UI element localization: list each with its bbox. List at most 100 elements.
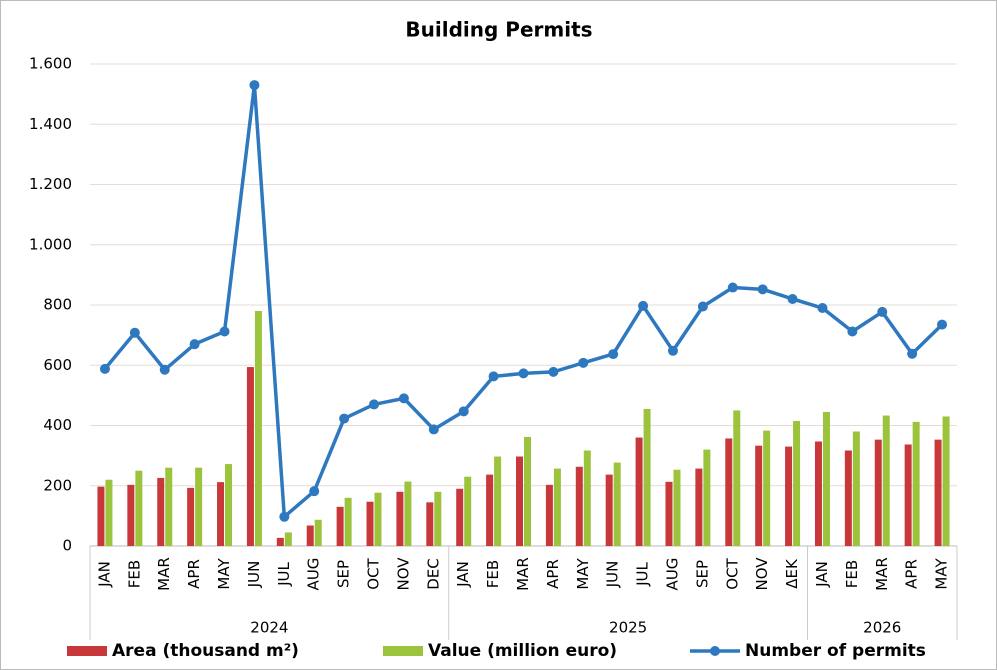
x-tick-label: AUG	[663, 558, 681, 591]
line-marker	[279, 511, 290, 522]
line-marker	[518, 368, 529, 379]
bar	[695, 468, 703, 546]
bar	[763, 430, 771, 546]
x-tick-label: OCT	[723, 557, 741, 589]
line-marker	[309, 486, 320, 497]
x-tick-label: NOV	[753, 557, 771, 591]
x-tick-label: MAY	[574, 558, 592, 590]
line-marker	[937, 319, 948, 330]
bar	[733, 410, 741, 546]
line-marker	[667, 345, 678, 356]
bar	[195, 467, 203, 546]
bar	[575, 466, 583, 546]
line-marker	[877, 306, 888, 317]
bar	[284, 532, 292, 546]
x-tick-label: OCT	[365, 557, 383, 589]
x-tick-label: FEB	[484, 560, 502, 588]
line-marker	[398, 393, 409, 404]
y-tick-label: 1.600	[29, 55, 72, 73]
line-marker	[608, 349, 619, 360]
legend-label: Area (thousand m²)	[112, 641, 299, 661]
legend-swatch	[67, 646, 107, 656]
line-marker	[907, 348, 918, 359]
bar	[306, 525, 314, 546]
bar	[434, 491, 442, 546]
bar	[314, 519, 322, 546]
x-tick-label: MAY	[215, 558, 233, 590]
legend-label: Value (million euro)	[428, 641, 617, 661]
bar	[934, 439, 942, 546]
bar	[583, 450, 591, 546]
line-marker	[339, 413, 350, 424]
legend-swatch	[383, 646, 423, 656]
bar	[404, 481, 412, 546]
bar	[673, 469, 681, 546]
bar	[942, 416, 950, 546]
line-marker	[847, 326, 858, 337]
bar	[605, 474, 613, 546]
bar	[545, 484, 553, 546]
bar	[852, 431, 860, 546]
line-marker	[249, 80, 260, 91]
bar	[135, 470, 143, 546]
bar	[793, 420, 801, 546]
bar	[665, 481, 673, 546]
bar	[486, 474, 494, 546]
bar	[844, 450, 852, 546]
group-label: 2025	[609, 619, 647, 637]
x-tick-label: APR	[903, 559, 921, 589]
line-marker	[787, 293, 798, 304]
x-tick-label: SEP	[693, 560, 711, 588]
x-tick-label: MAR	[155, 557, 173, 591]
bar	[127, 484, 135, 546]
group-label: 2024	[250, 619, 288, 637]
y-tick-label: 800	[43, 296, 72, 314]
bar	[254, 311, 262, 546]
bar	[814, 441, 822, 546]
x-tick-label: FEB	[125, 560, 143, 588]
bar	[105, 479, 113, 546]
bar	[725, 438, 733, 546]
x-tick-label: JAN	[95, 561, 113, 588]
bar	[426, 502, 434, 546]
legend-label: Number of permits	[745, 641, 926, 661]
bar	[396, 491, 404, 546]
x-tick-label: NOV	[394, 557, 412, 591]
bar	[635, 437, 643, 546]
x-tick-label: JAN	[813, 561, 831, 588]
line-marker	[369, 399, 380, 410]
y-tick-label: 600	[43, 356, 72, 374]
line-marker	[488, 371, 499, 382]
bar	[822, 411, 830, 546]
bar	[643, 408, 651, 546]
bar	[703, 449, 711, 546]
bar	[165, 467, 173, 546]
x-tick-label: MAR	[873, 557, 891, 591]
bar	[874, 439, 882, 546]
line-marker	[189, 339, 200, 350]
bar	[187, 487, 195, 546]
bar	[785, 446, 793, 546]
line-marker	[99, 363, 110, 374]
bar	[904, 444, 912, 546]
bar	[456, 488, 464, 546]
bar	[217, 482, 225, 546]
x-tick-label: DEC	[424, 558, 442, 590]
y-tick-label: 0	[62, 537, 72, 555]
bar	[246, 367, 254, 546]
line-marker	[458, 406, 469, 417]
y-tick-label: 1.000	[29, 235, 72, 253]
bar	[464, 476, 472, 546]
line-marker	[727, 282, 738, 293]
bar	[912, 421, 920, 546]
line-marker	[638, 300, 649, 311]
line-marker	[578, 357, 589, 368]
bar	[276, 537, 284, 546]
bar	[755, 445, 763, 546]
bar	[553, 468, 561, 546]
x-tick-label: FEB	[843, 560, 861, 588]
x-tick-label: APR	[185, 559, 203, 589]
x-tick-label: MAY	[933, 558, 951, 590]
